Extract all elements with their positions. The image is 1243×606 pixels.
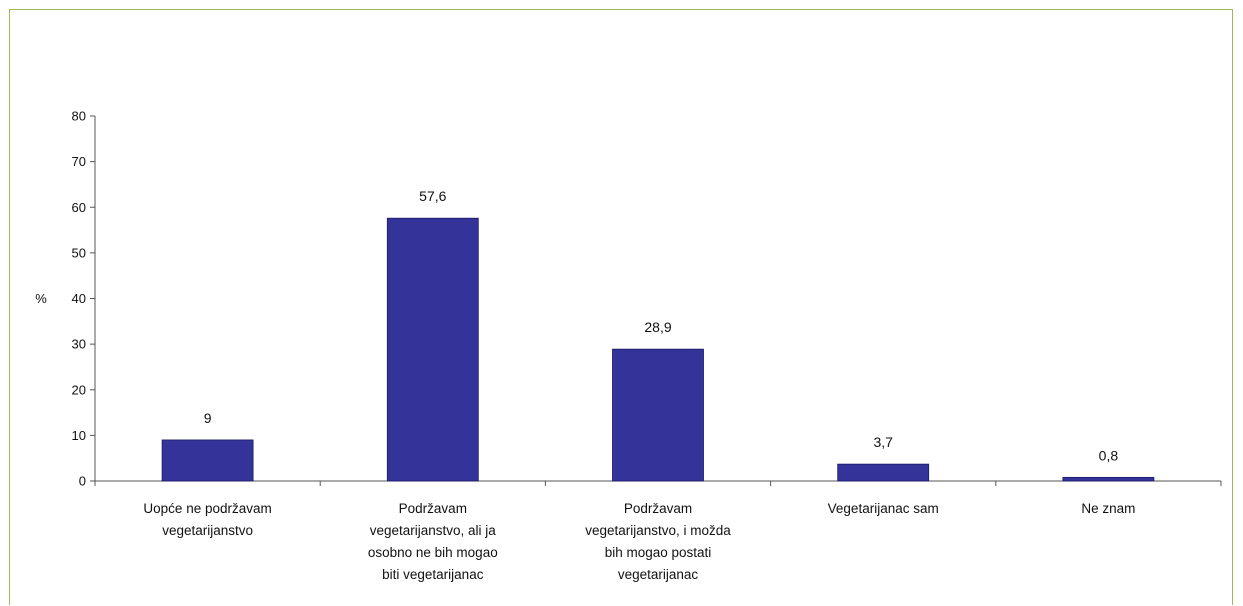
y-tick-label: 80	[72, 109, 86, 124]
bars	[161, 217, 1155, 482]
category-label: vegetarijanstvo	[162, 523, 253, 538]
bar	[161, 439, 254, 482]
y-tick-label: 20	[72, 382, 86, 397]
data-label: 9	[204, 410, 212, 426]
category-label: bih mogao postati	[605, 545, 712, 560]
category-label: Podržavam	[624, 501, 692, 516]
data-label: 3,7	[873, 434, 893, 450]
bar	[386, 217, 479, 482]
category-label: osobno ne bih mogao	[368, 545, 498, 560]
data-label: 28,9	[644, 319, 671, 335]
bar	[612, 348, 704, 482]
category-label: Ne znam	[1081, 501, 1135, 516]
category-label: Uopće ne podržavam	[143, 501, 271, 516]
labels: 0 10 20 30 40 50 60 70 80% 9 Uopće ne podržavam veg…	[35, 109, 1135, 583]
category-label: Vegetarijanac sam	[828, 501, 939, 516]
bar	[1062, 476, 1155, 482]
category-label: vegetarijanstvo, i možda	[585, 523, 731, 538]
category-label: vegetarijanstvo, ali ja	[370, 523, 497, 538]
y-tick-label: 50	[72, 245, 86, 260]
category-label: vegetarijanac	[618, 567, 699, 582]
y-tick-label: 40	[72, 291, 86, 306]
y-tick-label: 70	[72, 154, 86, 169]
category-label: biti vegetarijanac	[382, 567, 484, 582]
y-tick-label: 10	[72, 428, 86, 443]
category-label: Podržavam	[399, 501, 467, 516]
chart-frame: 0 10 20 30 40 50 60 70 80% 9 Uopće ne podržavam veg…	[9, 9, 1233, 605]
y-tick-label: 30	[72, 337, 86, 352]
data-label: 0,8	[1099, 447, 1119, 463]
bar	[837, 463, 930, 482]
y-axis-title: %	[35, 291, 47, 306]
y-tick-label: 60	[72, 200, 86, 215]
bar-chart: 0 10 20 30 40 50 60 70 80% 9 Uopće ne podržavam veg…	[35, 109, 1222, 583]
y-tick-label: 0	[79, 474, 86, 489]
data-label: 57,6	[419, 188, 446, 204]
